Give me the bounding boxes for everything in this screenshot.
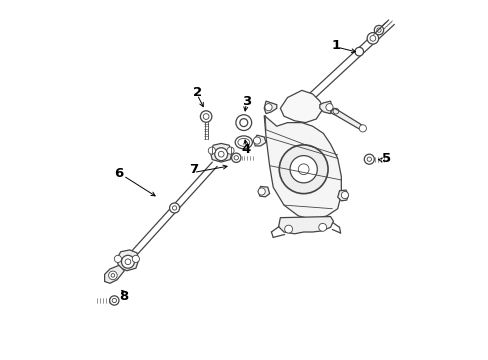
- Circle shape: [253, 137, 260, 144]
- Circle shape: [289, 156, 317, 183]
- Circle shape: [235, 115, 251, 131]
- Circle shape: [208, 147, 215, 154]
- Circle shape: [279, 145, 327, 194]
- Circle shape: [359, 125, 366, 132]
- Polygon shape: [264, 101, 276, 114]
- Text: 2: 2: [192, 86, 202, 99]
- Polygon shape: [264, 116, 341, 220]
- Circle shape: [169, 203, 179, 213]
- Circle shape: [354, 47, 363, 56]
- Polygon shape: [258, 186, 269, 197]
- Text: 4: 4: [241, 143, 250, 156]
- Polygon shape: [330, 108, 364, 131]
- Circle shape: [200, 111, 211, 122]
- Circle shape: [264, 104, 271, 111]
- Circle shape: [258, 188, 265, 195]
- Circle shape: [231, 153, 241, 162]
- Circle shape: [373, 26, 383, 35]
- Text: 8: 8: [120, 290, 129, 303]
- Circle shape: [284, 225, 292, 233]
- Circle shape: [121, 255, 134, 268]
- Polygon shape: [280, 90, 323, 123]
- Polygon shape: [210, 143, 231, 162]
- Polygon shape: [253, 135, 265, 146]
- Circle shape: [132, 255, 139, 262]
- Polygon shape: [337, 190, 348, 201]
- Circle shape: [214, 148, 227, 161]
- Circle shape: [226, 147, 234, 154]
- Polygon shape: [319, 101, 332, 114]
- Circle shape: [114, 255, 121, 262]
- Polygon shape: [116, 250, 139, 271]
- Ellipse shape: [235, 136, 252, 149]
- Circle shape: [298, 164, 308, 175]
- Polygon shape: [278, 217, 333, 234]
- Circle shape: [109, 296, 119, 305]
- Polygon shape: [104, 265, 124, 283]
- Circle shape: [325, 104, 332, 111]
- Circle shape: [366, 33, 378, 44]
- Text: 1: 1: [331, 39, 340, 52]
- Text: 6: 6: [113, 167, 122, 180]
- Ellipse shape: [237, 138, 249, 146]
- Circle shape: [364, 154, 373, 164]
- Circle shape: [318, 224, 326, 231]
- Text: 7: 7: [189, 163, 198, 176]
- Text: 5: 5: [381, 152, 390, 165]
- Circle shape: [108, 271, 117, 280]
- Text: 3: 3: [241, 95, 250, 108]
- Circle shape: [239, 119, 247, 127]
- Circle shape: [341, 192, 348, 199]
